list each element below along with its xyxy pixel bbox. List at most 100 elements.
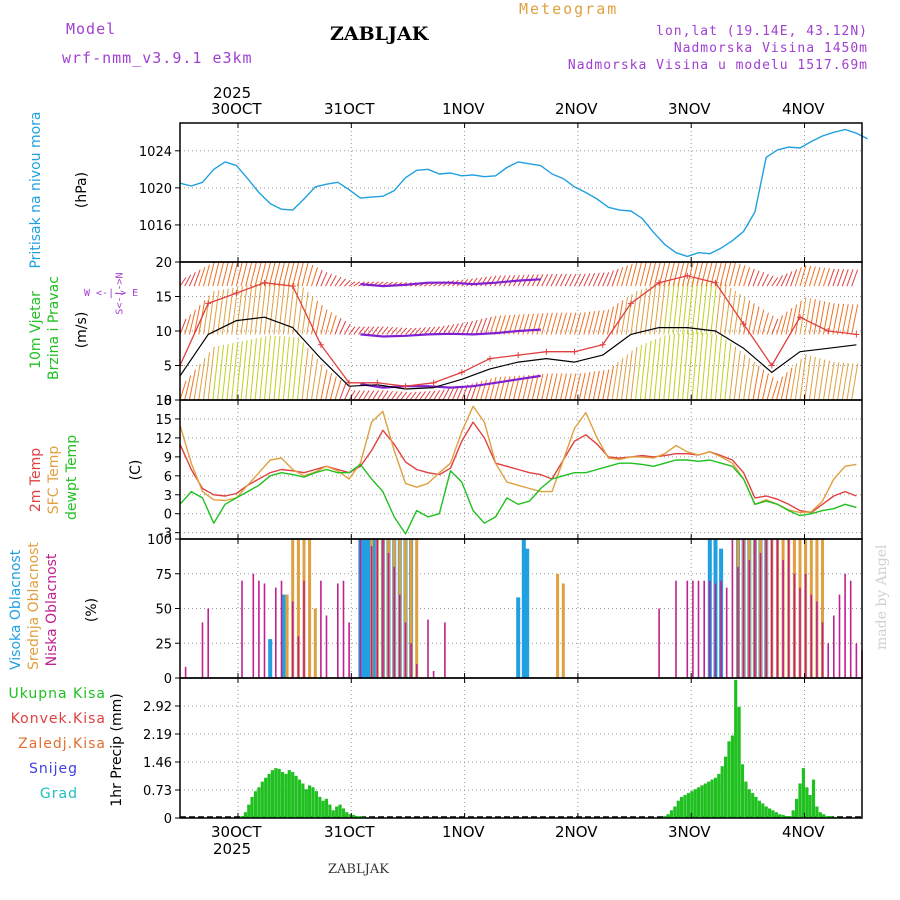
cloud-bar <box>268 639 273 678</box>
cloud-bar <box>686 580 689 678</box>
wind-hatch-low <box>644 341 652 401</box>
cloud-bar <box>799 587 801 678</box>
data-layer <box>177 128 868 818</box>
wind-hatch-high <box>287 261 295 287</box>
wind-gust-marker <box>487 355 493 362</box>
cloud-bar <box>444 622 446 678</box>
precip-bar <box>811 779 816 818</box>
precip-bar <box>683 795 687 818</box>
cloud-bar <box>252 573 255 679</box>
wind-hatch-mid <box>339 320 347 335</box>
cloud-bar <box>731 539 734 678</box>
wind-hatch-high <box>639 261 647 287</box>
wind-direction-band <box>360 278 541 288</box>
wind-gust-marker <box>571 348 578 355</box>
precip-bar <box>328 804 332 818</box>
precip-bar <box>808 795 812 818</box>
wind-hatch-low <box>606 365 614 401</box>
wind-mean-line <box>179 316 857 390</box>
bottom-date-3nov: 3NOV <box>668 823 711 841</box>
precip-bar <box>717 773 721 818</box>
wind-hatch-high <box>714 261 722 287</box>
model-label: Model <box>66 20 117 38</box>
precip-bar <box>696 787 701 818</box>
wind-hatch-low <box>827 361 835 401</box>
wind-hatch-mid <box>644 286 652 335</box>
cloud-bar <box>201 622 204 678</box>
wind-hatch-low <box>423 390 431 401</box>
cloud-bar <box>285 594 289 678</box>
wind-hatch-mid <box>282 282 290 335</box>
wind-hatch-mid <box>761 312 769 335</box>
wind-hatch-high <box>306 264 314 287</box>
cloud-bar <box>804 573 807 679</box>
wind-hatch-low <box>658 335 666 401</box>
wind-hatch-high <box>813 267 821 287</box>
precip-bar <box>822 814 826 818</box>
precip-bar <box>281 772 285 818</box>
wind-hatch-low <box>625 350 633 401</box>
wind-hatch-high <box>621 265 628 287</box>
precip-bar <box>761 803 765 818</box>
cloud-bar <box>409 539 413 678</box>
bottom-date-1nov: 1NOV <box>442 823 485 841</box>
bottom-date-31oct: 31OCT <box>324 823 375 841</box>
wind-hatch-low <box>292 337 300 401</box>
wind-hatch-mid <box>667 280 675 335</box>
precip-bar <box>757 800 761 818</box>
precip-bar <box>680 796 684 818</box>
wind-hatch-high <box>738 265 746 287</box>
wind-hatch-high <box>231 261 239 287</box>
precip-bar <box>331 810 335 818</box>
wind-hatch-low <box>188 369 196 401</box>
footer-station: ZABLJAK <box>328 862 389 877</box>
precip-bar <box>771 810 775 818</box>
wind-hatch-high <box>564 273 572 287</box>
cloud-bar <box>382 539 384 678</box>
altitude-text: Nadmorska Visina 1450m <box>673 41 868 56</box>
wind-hatch-high <box>329 275 337 287</box>
cloud-bar <box>404 539 407 678</box>
cloud-bar <box>748 559 751 678</box>
wind-hatch-mid <box>780 311 788 335</box>
wind-hatch-low <box>818 359 826 401</box>
top-date-2nov: 2NOV <box>555 100 598 118</box>
wind-hatch-mid <box>743 300 751 335</box>
wind-hatch-low <box>409 391 417 401</box>
wind-hatch-high <box>823 268 830 287</box>
wind-hatch-mid <box>747 303 755 335</box>
wind-hatch-high <box>184 274 192 287</box>
wind-hatch-mid <box>790 304 798 335</box>
wind-hatch-mid <box>541 312 549 335</box>
cloud-bar <box>258 580 260 678</box>
station-title: ZABLJAK <box>330 23 429 45</box>
ytick-label: 0.73 <box>143 784 172 799</box>
wind-hatch-high <box>691 261 699 287</box>
precip-bar <box>318 796 322 818</box>
wind-hatch-low <box>226 343 234 401</box>
wind-hatch-low <box>583 372 591 401</box>
wind-hatch-mid <box>367 326 375 335</box>
ytick-label: 1024 <box>139 145 172 160</box>
wind-hatch-mid <box>254 283 262 335</box>
cloud-bar <box>844 573 846 679</box>
precip-bar <box>335 806 339 818</box>
precip-bar <box>250 796 254 818</box>
cloud-bar <box>348 622 350 678</box>
wind-hatch-low <box>207 346 215 401</box>
wind-hatch-mid <box>188 309 196 335</box>
meteogram-title: Meteogram <box>519 0 619 18</box>
wind-hatch-mid <box>212 290 220 335</box>
wind-hatch-mid <box>658 281 666 335</box>
precip-bar <box>308 785 312 818</box>
wind-hatch-mid <box>498 315 506 335</box>
precip-bar <box>253 791 258 818</box>
wind-hatch-low <box>442 388 450 401</box>
precip-bar <box>686 793 690 818</box>
wind-hatch-low <box>588 371 596 401</box>
wind-hatch-low <box>837 362 845 401</box>
wind-hatch-high <box>663 261 671 287</box>
model-name: wrf-nmm_v3.9.1 e3km <box>62 49 253 67</box>
precip-bar <box>720 766 724 818</box>
cloud-bar <box>754 539 756 678</box>
